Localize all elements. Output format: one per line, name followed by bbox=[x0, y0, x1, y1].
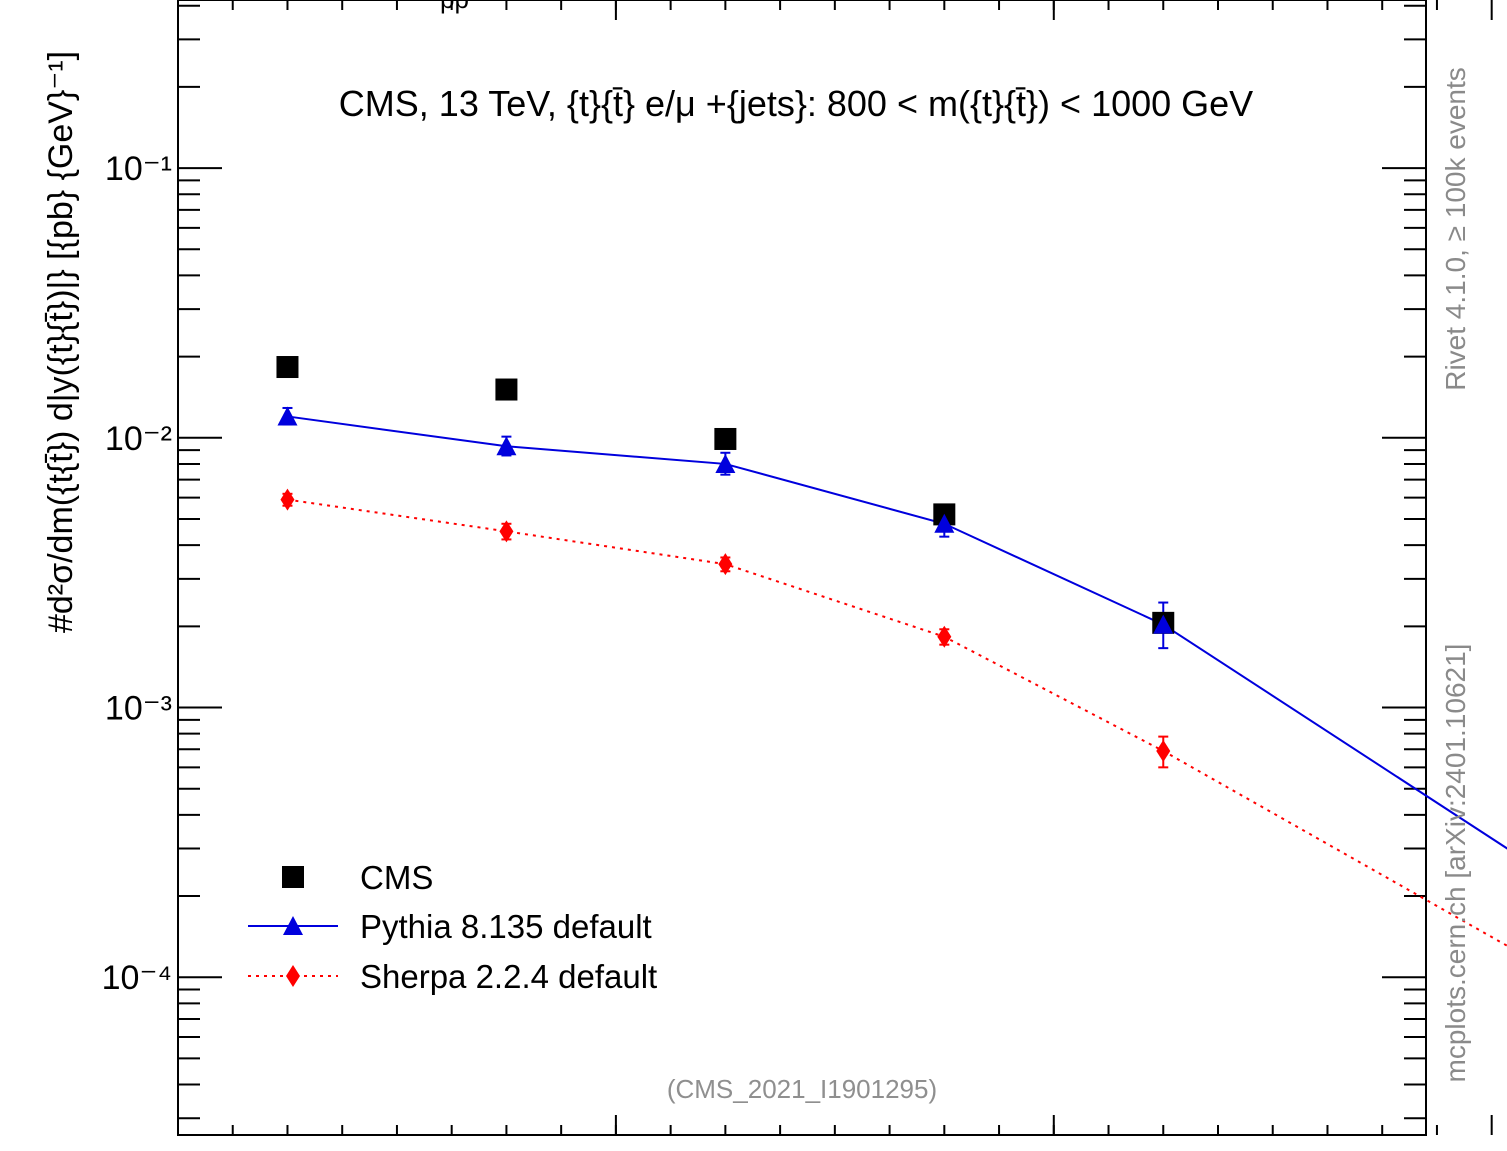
y-tick-label: 10⁻² bbox=[105, 420, 172, 458]
sherpa-point bbox=[937, 625, 952, 648]
axis-ticks: 10⁻¹ 10⁻² 10⁻³ 10⁻⁴ bbox=[102, 0, 1493, 1135]
y-tick-label: 10⁻¹ bbox=[105, 150, 172, 188]
legend-marker bbox=[286, 965, 300, 987]
sherpa-point bbox=[280, 488, 295, 511]
pythia-point bbox=[934, 513, 955, 533]
top-cut-title: pp bbox=[440, 0, 469, 14]
cms-point bbox=[714, 427, 737, 450]
plot-frame bbox=[177, 0, 1427, 1136]
y-axis-label: #d²σ/dm({t{t̄}) d|y({t}{t̄})|} [{pb} {Ge… bbox=[42, 51, 80, 633]
sherpa-point bbox=[718, 553, 733, 576]
legend-label: Pythia 8.135 default bbox=[360, 908, 652, 945]
analysis-id-label: (CMS_2021_I1901295) bbox=[667, 1074, 937, 1104]
sherpa-point bbox=[499, 520, 514, 543]
legend-marker bbox=[282, 866, 304, 888]
legend-label: CMS bbox=[360, 859, 433, 896]
cms-point bbox=[276, 356, 299, 379]
y-tick-label: 10⁻³ bbox=[105, 690, 172, 728]
data-series-layer bbox=[276, 356, 1507, 947]
legend-label: Sherpa 2.2.4 default bbox=[360, 958, 657, 995]
pythia-point bbox=[1153, 614, 1174, 634]
pythia-point bbox=[496, 436, 517, 456]
source-site-label: mcplots.cern.ch [arXiv:2401.10621] bbox=[1440, 644, 1471, 1083]
cms-point bbox=[495, 378, 518, 401]
legend: CMS Pythia 8.135 default Sherpa 2.2.4 defa… bbox=[248, 859, 657, 995]
plot-border bbox=[177, 0, 1427, 1136]
y-tick-label: 10⁻⁴ bbox=[102, 959, 172, 997]
chart-title: CMS, 13 TeV, {t}{t̄} e/μ +{jets}: 800 < … bbox=[339, 83, 1253, 124]
legend-marker bbox=[283, 916, 303, 935]
pythia-point bbox=[715, 453, 736, 473]
rivet-version-label: Rivet 4.1.0, ≥ 100k events bbox=[1440, 67, 1471, 391]
pythia-line bbox=[287, 415, 1507, 850]
sherpa-point bbox=[1156, 739, 1171, 762]
sherpa-line bbox=[287, 498, 1507, 947]
pythia-point bbox=[277, 406, 298, 426]
